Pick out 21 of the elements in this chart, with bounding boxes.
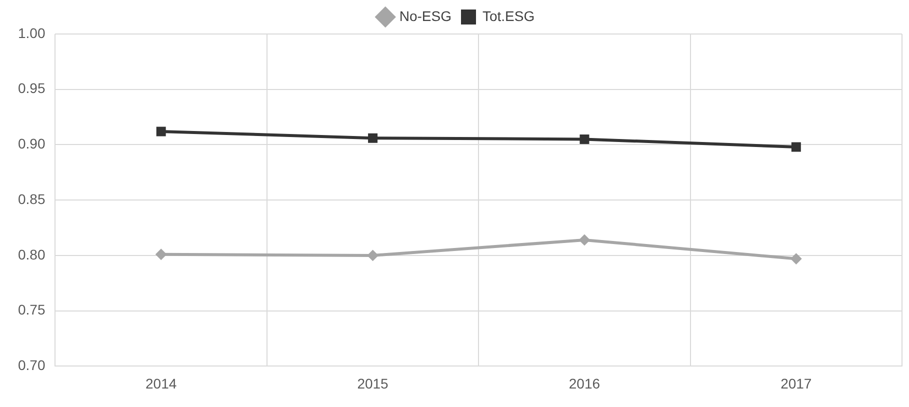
point [790,253,802,264]
point [156,126,166,136]
legend-label: Tot.ESG [482,8,535,24]
y-tick-label: 0.95 [18,80,46,96]
y-tick-label: 0.85 [18,190,46,207]
y-tick-label: 0.75 [18,302,46,318]
x-tick-label: 2016 [568,375,600,392]
point [156,248,167,260]
x-tick-label: 2014 [146,375,177,392]
point [578,234,590,246]
point [367,250,378,261]
point [791,142,801,152]
y-tick-label: 1.00 [18,24,46,41]
point [368,133,378,143]
y-tick-label: 0.70 [18,357,46,374]
point [580,134,590,144]
legend-label: No-ESG [399,8,452,24]
x-tick-label: 2017 [780,375,812,392]
x-tick-label: 2015 [357,375,389,392]
y-tick-label: 0.80 [18,246,46,262]
y-tick-label: 0.90 [18,136,46,152]
